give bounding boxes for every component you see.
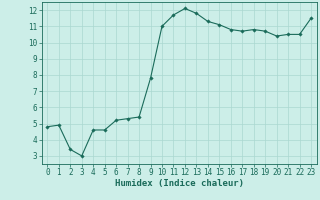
X-axis label: Humidex (Indice chaleur): Humidex (Indice chaleur) bbox=[115, 179, 244, 188]
